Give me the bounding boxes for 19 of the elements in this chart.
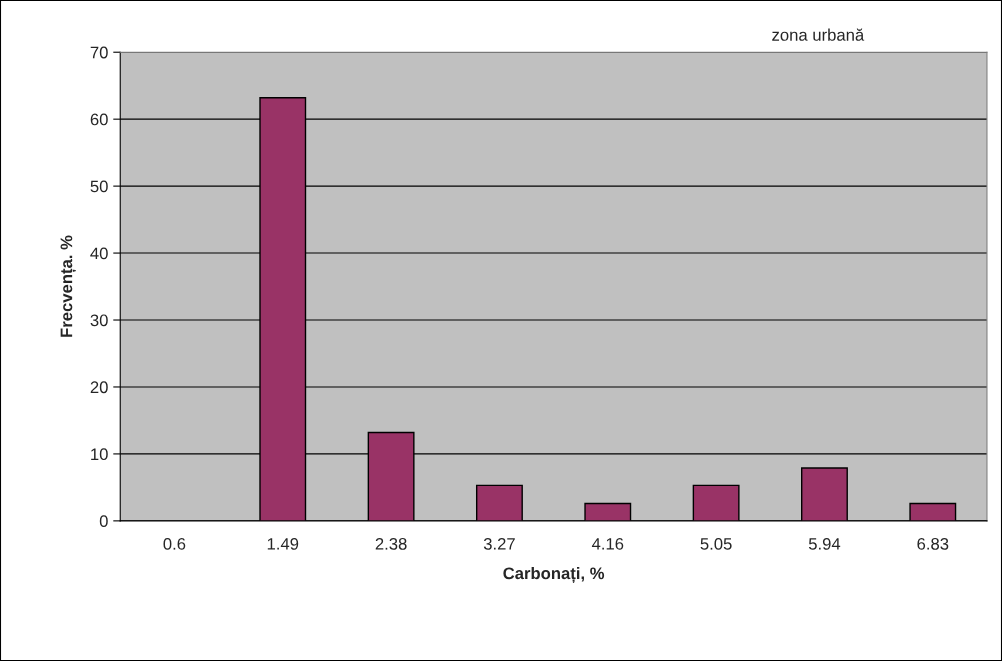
y-tick-label: 50 [90, 180, 108, 193]
y-tick-label: 10 [91, 448, 108, 461]
x-tick-label: 0.6 [163, 537, 186, 550]
y-axis-title: Frecvența. % [60, 235, 77, 337]
x-axis-title: Carbonați, % [503, 566, 605, 583]
x-tick-label: 4.16 [591, 537, 624, 550]
x-tick-label: 3.27 [483, 537, 515, 550]
y-tick-label: 0 [99, 515, 108, 528]
y-tick-label: 60 [90, 113, 108, 126]
x-tick-label: 5.05 [700, 537, 732, 550]
y-tick-label: 70 [90, 46, 108, 59]
x-tick-label: 1.49 [267, 537, 299, 550]
y-tick-label: 20 [90, 381, 108, 394]
y-tick-label: 40 [90, 247, 108, 260]
text: zona urbană [772, 28, 865, 41]
x-tick-label: 6.83 [917, 537, 949, 550]
y-tick-label: 30 [90, 314, 108, 327]
x-tick-label: 5.94 [808, 537, 841, 550]
x-tick-label: 2.38 [375, 537, 407, 550]
